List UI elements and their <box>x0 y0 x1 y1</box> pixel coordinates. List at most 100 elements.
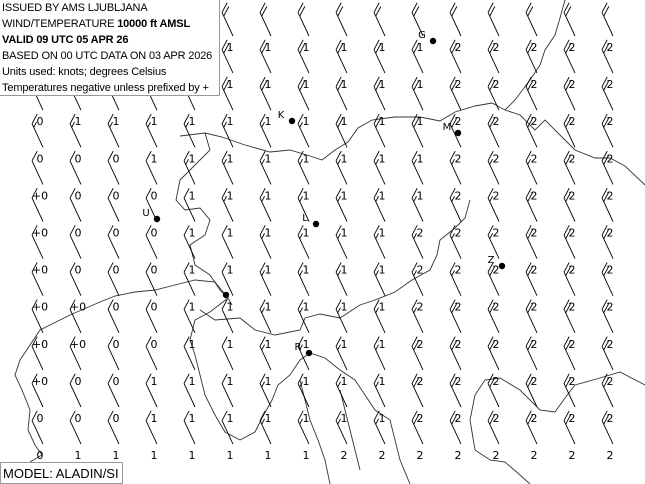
barb-feather <box>299 233 303 239</box>
barb-feather <box>451 158 455 165</box>
wind-barb <box>335 299 348 333</box>
wind-barb <box>221 262 234 296</box>
barb-staff <box>373 383 386 408</box>
barb-feather <box>375 381 379 388</box>
temperature-value: 1 <box>265 227 272 240</box>
temperature-value: 0 <box>75 375 82 388</box>
border-south <box>474 449 531 484</box>
barb-feather <box>223 196 227 202</box>
barb-feather <box>525 299 532 310</box>
barb-staff <box>221 309 234 333</box>
temperature-value: 1 <box>189 115 196 128</box>
wind-barb <box>525 113 538 148</box>
barb-feather <box>31 373 38 384</box>
barb-feather <box>33 121 37 128</box>
temperature-value: 1 <box>303 227 310 240</box>
barb-staff <box>373 197 386 222</box>
barb-feather <box>487 336 494 347</box>
barb-staff <box>601 346 614 371</box>
barb-staff <box>411 346 424 371</box>
temperature-value: +0 <box>70 301 86 314</box>
coast-islands-1 <box>299 379 331 484</box>
wind-barb <box>259 76 272 111</box>
temperature-value: 2 <box>531 227 538 240</box>
barb-feather <box>411 373 418 384</box>
barb-feather <box>145 262 152 273</box>
barb-feather <box>603 265 610 276</box>
temperature-value: 1 <box>379 78 386 91</box>
wind-barb <box>373 262 386 296</box>
barb-feather <box>373 188 380 199</box>
temperature-value: 0 <box>37 449 44 462</box>
temperature-value: 1 <box>227 301 234 314</box>
temperature-value: 2 <box>569 115 576 128</box>
barb-feather <box>375 307 379 314</box>
station-K: K <box>278 110 296 125</box>
barb-feather <box>449 188 456 199</box>
barb-feather <box>335 225 342 236</box>
barb-staff <box>183 197 196 222</box>
barb-staff <box>487 420 500 445</box>
wind-barb <box>31 299 44 333</box>
barb-feather <box>373 150 380 162</box>
barb-staff <box>221 123 234 148</box>
barb-feather <box>335 336 342 347</box>
stations: G K M U L Z R <box>142 30 506 357</box>
temperature-value: 0 <box>113 375 120 388</box>
issued-by: ISSUED BY AMS LJUBLJANA <box>2 2 148 14</box>
temperature-value: 2 <box>607 189 614 202</box>
temperature-value: 1 <box>303 449 310 462</box>
barb-feather <box>375 6 382 17</box>
barb-feather <box>299 418 303 425</box>
station-label: R <box>295 342 302 353</box>
barb-staff <box>31 197 44 222</box>
wind-barb <box>31 373 44 408</box>
wind-barb <box>297 299 310 333</box>
temperature-value: 2 <box>607 152 614 165</box>
temperature-labels: 1 1 1 1 1 1 2 2 2 2 2 1 1 1 1 1 1 2 2 2 2 2 0 1 1 1 1 1 1 1 1 1 1 2 2 2 2 2 0 0… <box>32 41 614 462</box>
wind-barb <box>525 225 538 259</box>
barb-feather <box>413 340 420 351</box>
barb-feather <box>259 188 266 199</box>
barb-feather <box>299 307 303 314</box>
barb-feather <box>297 2 304 13</box>
temperature-value: 1 <box>379 115 386 128</box>
temperature-value: 0 <box>37 152 44 165</box>
wind-barb <box>297 150 310 185</box>
station-R: R <box>295 342 313 357</box>
barb-feather <box>223 158 227 165</box>
barb-staff <box>411 49 424 74</box>
barb-feather <box>449 76 456 87</box>
wind-barb <box>335 410 348 445</box>
barb-feather <box>375 233 379 239</box>
wind-barb <box>31 150 44 185</box>
temperature-value: 1 <box>341 78 348 91</box>
wind-barb <box>525 336 538 371</box>
temperature-value: 1 <box>227 152 234 165</box>
barb-feather <box>107 299 114 310</box>
temperature-value: 1 <box>265 189 272 202</box>
barb-feather <box>411 188 418 199</box>
barb-feather <box>299 344 303 351</box>
station-dot <box>454 129 462 137</box>
temperature-value: 0 <box>113 264 120 277</box>
barb-feather <box>565 6 572 17</box>
wind-barb <box>601 262 614 296</box>
barb-staff <box>487 271 500 296</box>
barb-staff <box>69 346 82 371</box>
barb-staff <box>601 86 614 111</box>
wind-barb <box>69 225 82 259</box>
barb-staff <box>107 346 120 371</box>
barb-feather <box>527 414 534 425</box>
temperature-value: 2 <box>493 227 500 240</box>
barb-staff <box>449 12 462 37</box>
barb-feather <box>183 410 190 421</box>
level: 10000 ft AMSL <box>117 18 191 30</box>
wind-barb <box>221 76 234 111</box>
barb-feather <box>489 117 496 128</box>
wind-barb <box>183 262 196 296</box>
barb-staff <box>221 420 234 445</box>
barb-staff <box>69 197 82 222</box>
barb-feather <box>525 410 532 421</box>
wind-barb <box>373 410 386 445</box>
